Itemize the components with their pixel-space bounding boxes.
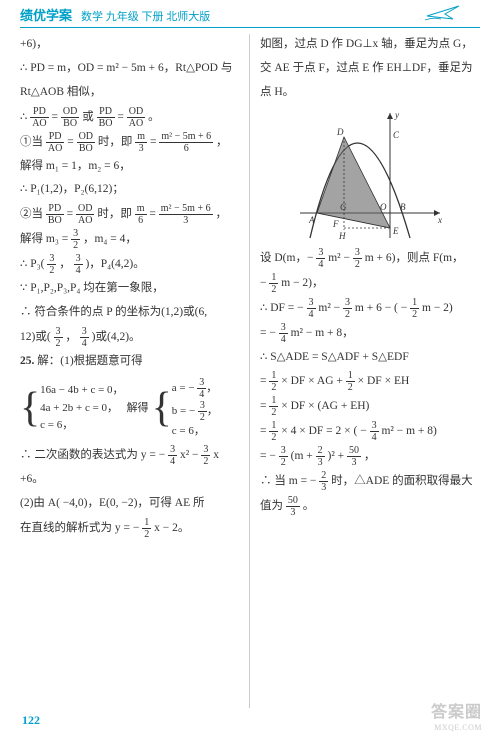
question-25: 25. 解：(1)根据题意可得 [20,351,239,373]
text-line: ∴ P₁(1,2)，P₂(6,12)； [20,179,239,201]
text-line: (2)由 A( −4,0)，E(0, −2)，可得 AE 所 [20,493,239,515]
text-line: = − 34 m² − m + 8， [260,322,480,345]
page-number: 122 [22,713,40,728]
svg-text:D: D [336,127,344,137]
text-line: ∴ 当 m = − 23 时，△ADE 的面积取得最大 [260,470,480,493]
text-line: ∴ PDAO = ODBO 或 PDBO = ODAO 。 [20,106,239,129]
page-header: 绩优学案 数学 九年级 下册 北师大版 [0,0,500,28]
text-line: 解得 m₁ = 1，m₂ = 6， [20,156,239,178]
left-brace-icon: { [20,390,40,428]
svg-text:F: F [332,219,339,229]
header-rule [20,27,480,28]
text-line: = − 32 (m + 23 )² + 503 ， [260,445,480,468]
text-line: ∴ PD = m，OD = m² − 5m + 6，Rt△POD 与 [20,58,239,80]
text-line: ②当 PDBO = ODAO 时，即 m6 = m² − 5m + 63 ， [20,203,239,226]
svg-text:A: A [308,215,315,225]
parabola-figure: x y A B C D E F G H O [295,108,445,243]
watermark-sub: MXQE.COM [434,723,482,732]
question-number: 25. [20,355,34,367]
text-line: ①当 PDAO = ODBO 时，即 m3 = m² − 5m + 66 ， [20,131,239,154]
svg-text:B: B [400,202,406,212]
header-title-rest: 数学 九年级 下册 北师大版 [81,11,210,23]
text-line: − 12 m − 2)， [260,272,480,295]
text-line: +6)， [20,34,239,56]
right-column: 如图，过点 D 作 DG⊥x 轴，垂足为点 G， 交 AE 于点 F，过点 E … [250,34,480,708]
text-line: = 12 × DF × AG + 12 × DF × EH [260,370,480,393]
text-line: 如图，过点 D 作 DG⊥x 轴，垂足为点 G， [260,34,480,56]
fraction: PDBO [97,106,115,129]
left-column: +6)， ∴ PD = m，OD = m² − 5m + 6，Rt△POD 与 … [20,34,250,708]
svg-text:x: x [437,215,442,225]
text-line: 值为 503 。 [260,495,480,518]
svg-text:y: y [394,110,399,120]
text-line: +6。 [20,469,239,491]
svg-text:G: G [340,202,347,212]
text-line: = 12 × DF × (AG + EH) [260,395,480,418]
text-line: ∴ S△ADE = S△ADF + S△EDF [260,347,480,369]
text-line: = 12 × 4 × DF = 2 × ( − 34 m² − m + 8) [260,420,480,443]
text-line: 在直线的解析式为 y = − 12 x − 2。 [20,517,239,540]
text-line: 12)或( 32 ， 34 )或(4,2)。 [20,326,239,349]
fraction: ODAO [127,106,145,129]
text-line: ∴ 二次函数的表达式为 y = − 34 x² − 32 x [20,444,239,467]
text-line: 点 H。 [260,82,480,104]
text-line: 交 AE 于点 F，过点 E 作 EH⊥DF，垂足为 [260,58,480,80]
content-columns: +6)， ∴ PD = m，OD = m² − 5m + 6，Rt△POD 与 … [0,28,500,708]
text-line: ∵ P₁,P₂,P₃,P₄ 均在第一象限， [20,278,239,300]
header-title-strong: 绩优学案 [20,8,72,23]
text-line: ∴ P₃( 32 ， 34 )，P₄(4,2)。 [20,253,239,276]
fraction: ODBO [61,106,79,129]
svg-text:C: C [393,130,400,140]
text-line: ∴ 符合条件的点 P 的坐标为(1,2)或(6, [20,302,239,324]
text-line: Rt△AOB 相似， [20,82,239,104]
text-line: 解得 m₃ = 32 ，m₄ = 4， [20,228,239,251]
fraction: PDAO [30,106,48,129]
paper-plane-icon [425,2,465,22]
watermark-main: 答案圈 [431,698,482,722]
svg-text:O: O [380,202,387,212]
equation-system: { 16a − 4b + c = 0， 4a + 2b + c = 0， c =… [20,377,239,441]
text-line: 设 D(m，− 34 m² − 32 m + 6)，则点 F(m， [260,247,480,270]
text-line: ∴ DF = − 34 m² − 32 m + 6 − ( − 12 m − 2… [260,297,480,320]
left-brace-icon: { [152,390,172,428]
svg-text:H: H [338,231,346,241]
svg-text:E: E [392,226,399,236]
